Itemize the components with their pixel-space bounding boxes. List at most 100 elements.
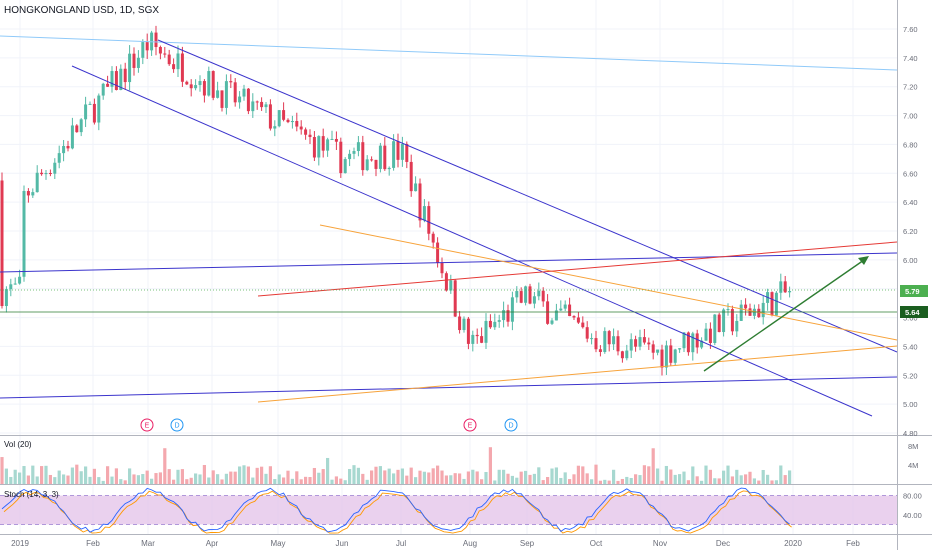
candle-body xyxy=(299,126,303,130)
volume-pane[interactable] xyxy=(0,447,792,484)
candle-body xyxy=(268,104,272,129)
trend-line[interactable] xyxy=(0,35,898,71)
volume-bar xyxy=(286,470,290,484)
volume-bar xyxy=(330,479,334,484)
candle-body xyxy=(22,191,26,277)
volume-bar xyxy=(88,476,92,484)
trend-line[interactable] xyxy=(157,39,898,353)
volume-bar xyxy=(563,472,567,484)
volume-bar xyxy=(299,479,303,484)
candle-body xyxy=(167,54,171,65)
volume-bar xyxy=(207,477,211,484)
candle-body xyxy=(475,334,479,337)
candle-body xyxy=(119,68,123,90)
candle-body xyxy=(546,301,550,324)
volume-bar xyxy=(730,476,734,484)
volume-bar xyxy=(466,471,470,484)
marked-level-flag: 5.64 xyxy=(900,306,928,318)
time-tick-label: Feb xyxy=(86,539,100,548)
candle-body xyxy=(114,71,118,90)
trend-line[interactable] xyxy=(71,65,873,417)
candle-body xyxy=(304,129,308,135)
earnings-marker[interactable] xyxy=(463,418,477,432)
volume-bar xyxy=(75,464,79,484)
price-tick-label: 6.60 xyxy=(903,169,918,178)
candle-body xyxy=(713,314,717,343)
volume-bar xyxy=(172,479,176,484)
stoch-band xyxy=(0,495,897,525)
volume-axis[interactable]: 8M 4M xyxy=(908,442,918,470)
candle-body xyxy=(502,310,506,321)
dividend-marker[interactable] xyxy=(504,418,518,432)
volume-bar xyxy=(273,479,277,484)
volume-bar xyxy=(568,479,572,484)
trend-line[interactable] xyxy=(257,241,898,297)
volume-bar xyxy=(378,466,382,484)
volume-bar xyxy=(669,469,673,484)
candle-body xyxy=(383,145,387,170)
volume-bar xyxy=(678,474,682,484)
candle-body xyxy=(198,81,202,86)
green-arrow-line[interactable] xyxy=(703,259,865,372)
volume-bar xyxy=(132,474,136,484)
volume-bar xyxy=(528,474,532,484)
volume-bar xyxy=(158,472,162,484)
dividend-marker[interactable] xyxy=(170,418,184,432)
trend-drawings[interactable] xyxy=(0,35,898,417)
trend-line[interactable] xyxy=(0,252,898,273)
volume-bar xyxy=(788,470,792,484)
candle-body xyxy=(13,283,17,285)
price-tick-label: 5.60 xyxy=(903,314,918,323)
candle-body xyxy=(664,345,668,368)
candle-body xyxy=(466,318,470,344)
time-axis[interactable]: 2019 Feb Mar Apr May Jun Jul Aug Sep Oct Nov Dec 202… xyxy=(11,539,860,548)
earnings-marker[interactable] xyxy=(140,418,154,432)
candle-body xyxy=(400,143,404,160)
stochastic-pane[interactable] xyxy=(0,487,897,534)
price-axis[interactable]: 7.607.407.207.006.806.606.406.206.005.80… xyxy=(903,25,918,438)
volume-bar xyxy=(84,466,88,484)
candle-body xyxy=(185,81,189,85)
volume-bar xyxy=(453,473,457,484)
volume-bar xyxy=(110,476,114,484)
candle-body xyxy=(158,47,162,54)
volume-bar xyxy=(708,469,712,484)
trend-line[interactable] xyxy=(0,376,898,399)
candle-body xyxy=(70,125,74,149)
volume-bar xyxy=(326,457,330,484)
volume-bar xyxy=(106,466,110,484)
price-tick-label: 6.80 xyxy=(903,140,918,149)
time-tick-label: May xyxy=(270,539,285,548)
volume-bar xyxy=(682,471,686,484)
candle-body xyxy=(110,71,114,87)
volume-bar xyxy=(497,469,501,484)
volume-bar xyxy=(387,468,391,484)
candle-body xyxy=(308,134,312,138)
volume-bar xyxy=(752,478,756,484)
time-tick-label: Dec xyxy=(716,539,730,548)
symbol-title: HONGKONGLAND USD, 1D, SGX xyxy=(4,5,159,16)
candle-body xyxy=(554,310,558,321)
candle-body xyxy=(26,191,30,196)
candle-body xyxy=(708,328,712,343)
volume-bar xyxy=(537,467,541,484)
trend-line[interactable] xyxy=(319,224,898,341)
volume-bar xyxy=(471,469,475,484)
candle-body xyxy=(238,96,242,103)
volume-bar xyxy=(365,479,369,484)
volume-bar xyxy=(361,473,365,484)
stochastic-axis[interactable]: 80.00 40.00 xyxy=(903,492,922,520)
volume-bar xyxy=(150,478,154,484)
candle-body xyxy=(211,71,215,98)
trend-line[interactable] xyxy=(257,345,898,403)
candle-body xyxy=(365,159,369,171)
volume-tick-label: 4M xyxy=(908,461,918,470)
candle-body xyxy=(348,153,352,160)
volume-bar xyxy=(488,447,492,484)
volume-bar xyxy=(57,470,61,484)
candle-body xyxy=(123,68,127,83)
volume-bar xyxy=(722,470,726,484)
